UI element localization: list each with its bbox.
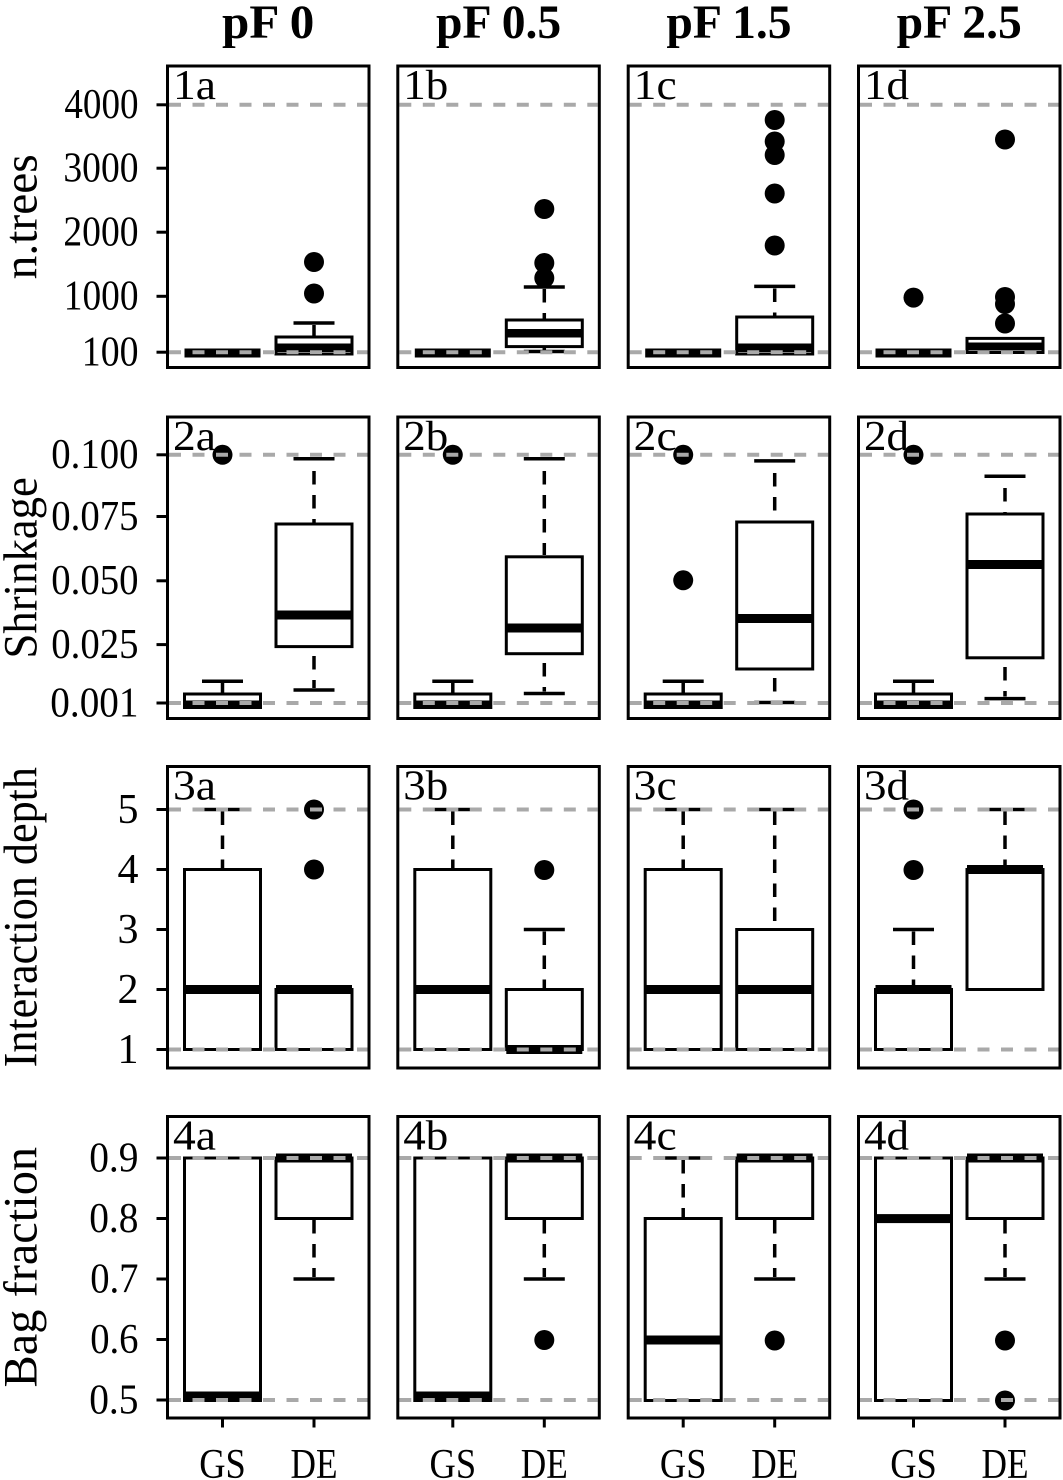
svg-text:pF 2.5: pF 2.5 xyxy=(897,0,1022,49)
svg-text:pF 0: pF 0 xyxy=(222,0,314,49)
svg-text:2000: 2000 xyxy=(63,210,138,256)
svg-text:1a: 1a xyxy=(173,63,216,109)
svg-text:0.7: 0.7 xyxy=(90,1256,138,1302)
svg-text:4b: 4b xyxy=(403,1114,448,1160)
svg-text:0.025: 0.025 xyxy=(51,622,138,668)
svg-text:0.6: 0.6 xyxy=(90,1317,138,1363)
svg-text:DE: DE xyxy=(521,1442,568,1480)
svg-text:3000: 3000 xyxy=(63,146,138,192)
svg-text:4: 4 xyxy=(118,847,139,893)
svg-text:3d: 3d xyxy=(864,764,909,810)
svg-text:GS: GS xyxy=(660,1442,707,1480)
svg-text:DE: DE xyxy=(982,1442,1029,1480)
svg-text:3: 3 xyxy=(118,907,139,953)
svg-text:1d: 1d xyxy=(864,63,909,109)
svg-text:2d: 2d xyxy=(864,414,909,460)
svg-text:0.075: 0.075 xyxy=(51,494,138,540)
svg-text:100: 100 xyxy=(82,330,139,376)
svg-text:2c: 2c xyxy=(634,414,677,460)
svg-text:1000: 1000 xyxy=(64,274,139,320)
svg-text:2: 2 xyxy=(118,967,139,1013)
svg-text:DE: DE xyxy=(291,1442,338,1480)
svg-text:2a: 2a xyxy=(173,414,216,460)
svg-text:GS: GS xyxy=(199,1442,246,1480)
svg-text:1: 1 xyxy=(118,1027,139,1073)
svg-text:0.100: 0.100 xyxy=(51,432,138,478)
svg-text:pF 1.5: pF 1.5 xyxy=(666,0,791,49)
svg-text:3a: 3a xyxy=(173,764,216,810)
svg-text:n.trees: n.trees xyxy=(0,154,47,279)
svg-text:4a: 4a xyxy=(173,1114,216,1160)
svg-text:0.5: 0.5 xyxy=(89,1377,138,1423)
svg-text:4d: 4d xyxy=(864,1114,909,1160)
svg-text:5: 5 xyxy=(118,787,139,833)
svg-text:Bag fraction: Bag fraction xyxy=(0,1147,47,1388)
svg-text:0.9: 0.9 xyxy=(89,1135,138,1181)
svg-text:0.001: 0.001 xyxy=(50,680,138,726)
svg-text:GS: GS xyxy=(430,1442,477,1480)
svg-text:DE: DE xyxy=(751,1442,798,1480)
svg-text:Interaction depth: Interaction depth xyxy=(0,767,47,1067)
svg-text:4c: 4c xyxy=(634,1114,677,1160)
svg-text:3b: 3b xyxy=(403,764,448,810)
svg-text:3c: 3c xyxy=(634,764,677,810)
svg-text:pF 0.5: pF 0.5 xyxy=(436,0,561,49)
svg-text:4000: 4000 xyxy=(64,82,138,128)
svg-text:1b: 1b xyxy=(403,63,448,109)
svg-text:0.050: 0.050 xyxy=(51,558,138,604)
svg-text:2b: 2b xyxy=(403,414,448,460)
svg-text:Shrinkage: Shrinkage xyxy=(0,477,47,658)
svg-text:1c: 1c xyxy=(634,63,677,109)
svg-text:0.8: 0.8 xyxy=(89,1196,138,1242)
svg-text:GS: GS xyxy=(890,1442,937,1480)
